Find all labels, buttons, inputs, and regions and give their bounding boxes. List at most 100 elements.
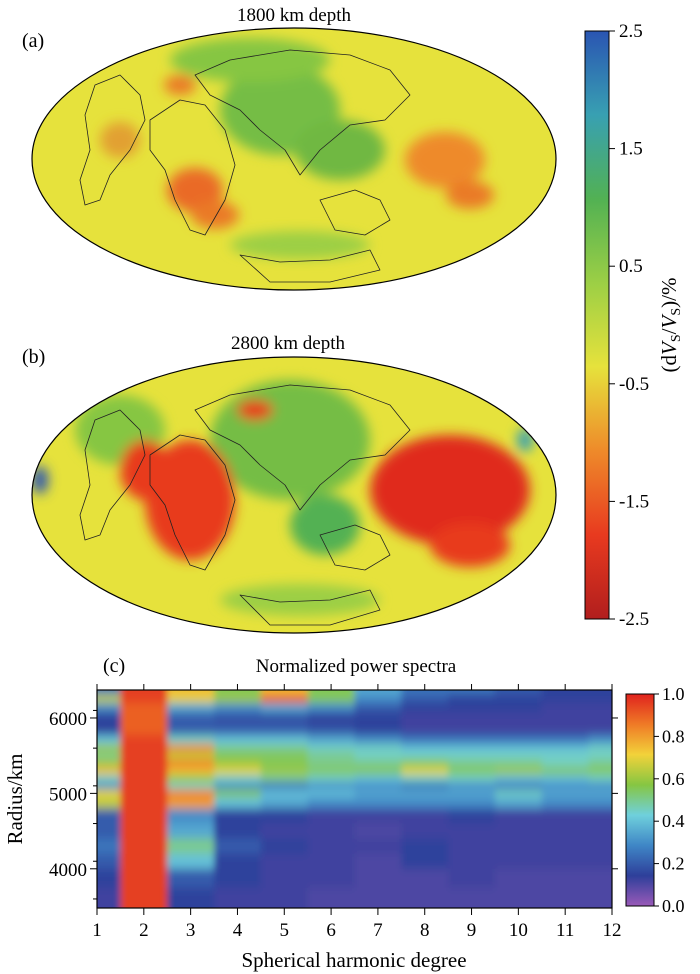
heatmap-cell — [354, 782, 402, 791]
heatmap-cell — [307, 734, 355, 745]
heatmap-cell — [354, 887, 402, 908]
heatmap-cell — [167, 702, 215, 713]
heatmap-cell — [167, 808, 215, 825]
heatmap-cell — [494, 744, 543, 753]
heatmap-cell — [448, 759, 496, 768]
map-colorbar-tick-label: 2.5 — [619, 21, 643, 42]
heatmap-cell — [214, 782, 262, 791]
anomaly-fast-edge-west — [32, 466, 48, 494]
heatmap-cell — [494, 823, 543, 840]
heatmap-cell — [260, 797, 309, 809]
heatmap-cell — [97, 751, 121, 760]
panel-c-label: (c) — [103, 655, 125, 677]
heatmap-cell — [541, 887, 590, 908]
heatmap-cell — [167, 712, 215, 725]
heatmap-cell — [448, 797, 496, 809]
anomaly-slow-mediterranean — [164, 75, 196, 95]
heatmap-cell — [97, 744, 121, 753]
heatmap-cell — [97, 808, 121, 825]
heatmap-cell — [307, 694, 355, 704]
heatmap-cell — [354, 734, 402, 745]
spectra-y-axis-label: Radius/km — [3, 753, 27, 844]
anomaly-slow-africa — [167, 168, 223, 212]
heatmap-cell — [541, 789, 590, 798]
heatmap-cell — [120, 712, 168, 725]
heatmap-cell — [120, 868, 168, 889]
heatmap-cell — [120, 887, 168, 908]
heatmap-cell — [167, 823, 215, 840]
heatmap-cell — [541, 723, 590, 736]
heatmap-cell — [401, 853, 449, 870]
heatmap-cell — [541, 734, 590, 745]
heatmap-cell — [260, 734, 309, 745]
heatmap-cell — [120, 766, 168, 776]
map-1800km-base — [32, 28, 556, 290]
x-tick-label: 4 — [233, 920, 243, 941]
heatmap-cell — [307, 751, 355, 760]
heatmap-cell — [401, 887, 449, 908]
heatmap-cell — [588, 723, 612, 736]
heatmap-cell — [214, 734, 262, 745]
heatmap-cell — [494, 774, 543, 783]
x-tick-label: 12 — [603, 920, 622, 941]
spectra-colorbar-tick-label: 0.6 — [662, 769, 685, 789]
spectra-x-axis: 1 2 3 4 5 6 7 8 9 10 11 12 — [92, 684, 622, 941]
heatmap-cell — [588, 712, 612, 725]
heatmap-cell — [401, 751, 449, 760]
heatmap-cell — [494, 690, 543, 696]
heatmap-cell — [307, 712, 355, 725]
heatmap-cell — [214, 690, 262, 696]
anomaly-slow-south-pacific — [446, 181, 494, 209]
heatmap-cell — [97, 887, 121, 908]
spectra-colorbar-tick-label: 0.4 — [662, 811, 685, 831]
heatmap-cell — [167, 690, 215, 696]
panel-a-title: 1800 km depth — [237, 5, 351, 26]
spectra-frame — [96, 689, 613, 909]
heatmap-cell — [260, 744, 309, 753]
map-colorbar-tick-label: 0.5 — [619, 256, 643, 277]
heatmap-cell — [401, 774, 449, 783]
panel-c-title: Normalized power spectra — [256, 656, 457, 677]
heatmap-cell — [167, 694, 215, 704]
heatmap-cell — [214, 694, 262, 704]
map-1800km-coastlines — [79, 49, 411, 283]
heatmap-cell — [494, 694, 543, 704]
heatmap-cell — [588, 808, 612, 825]
heatmap-cell — [97, 690, 121, 696]
anomaly-slow-atlantic — [120, 440, 170, 500]
y-tick-label: 6000 — [49, 709, 87, 730]
heatmap-cell — [167, 838, 215, 855]
map-2800km-outline — [31, 356, 557, 634]
heatmap-cell — [354, 766, 402, 776]
heatmap-cell — [448, 694, 496, 704]
heatmap-cell — [494, 808, 543, 825]
heatmap-cell — [541, 712, 590, 725]
heatmap-cell — [120, 759, 168, 768]
map-colorbar-ticks: 2.5 1.5 0.5 -0.5 -1.5 -2.5 — [609, 21, 649, 630]
heatmap-cell — [354, 723, 402, 736]
anomaly-fast-indian — [290, 495, 360, 555]
heatmap-cell — [120, 823, 168, 840]
heatmap-cell — [167, 734, 215, 745]
map-colorbar-tick-label: 1.5 — [619, 139, 643, 160]
x-tick-label: 5 — [280, 920, 290, 941]
heatmap-cell — [588, 766, 612, 776]
heatmap-cell — [588, 759, 612, 768]
heatmap-cell — [448, 712, 496, 725]
heatmap-cell — [541, 702, 590, 713]
heatmap-cell — [588, 838, 612, 855]
x-tick-label: 2 — [139, 920, 149, 941]
spectra-y-axis: 6000 5000 4000 — [49, 709, 618, 900]
heatmap-cell — [541, 690, 590, 696]
spectra-colorbar-ticks: 1.0 0.8 0.6 0.4 0.2 0.0 — [654, 684, 685, 916]
heatmap-cell — [588, 744, 612, 753]
heatmap-cell — [120, 808, 168, 825]
heatmap-cell — [214, 766, 262, 776]
heatmap-cell — [214, 853, 262, 870]
anomaly-fast-north — [170, 38, 330, 82]
heatmap-cell — [494, 789, 543, 798]
heatmap-cell — [541, 823, 590, 840]
heatmap-cell — [97, 823, 121, 840]
heatmap-cell — [401, 789, 449, 798]
heatmap-cell — [167, 759, 215, 768]
